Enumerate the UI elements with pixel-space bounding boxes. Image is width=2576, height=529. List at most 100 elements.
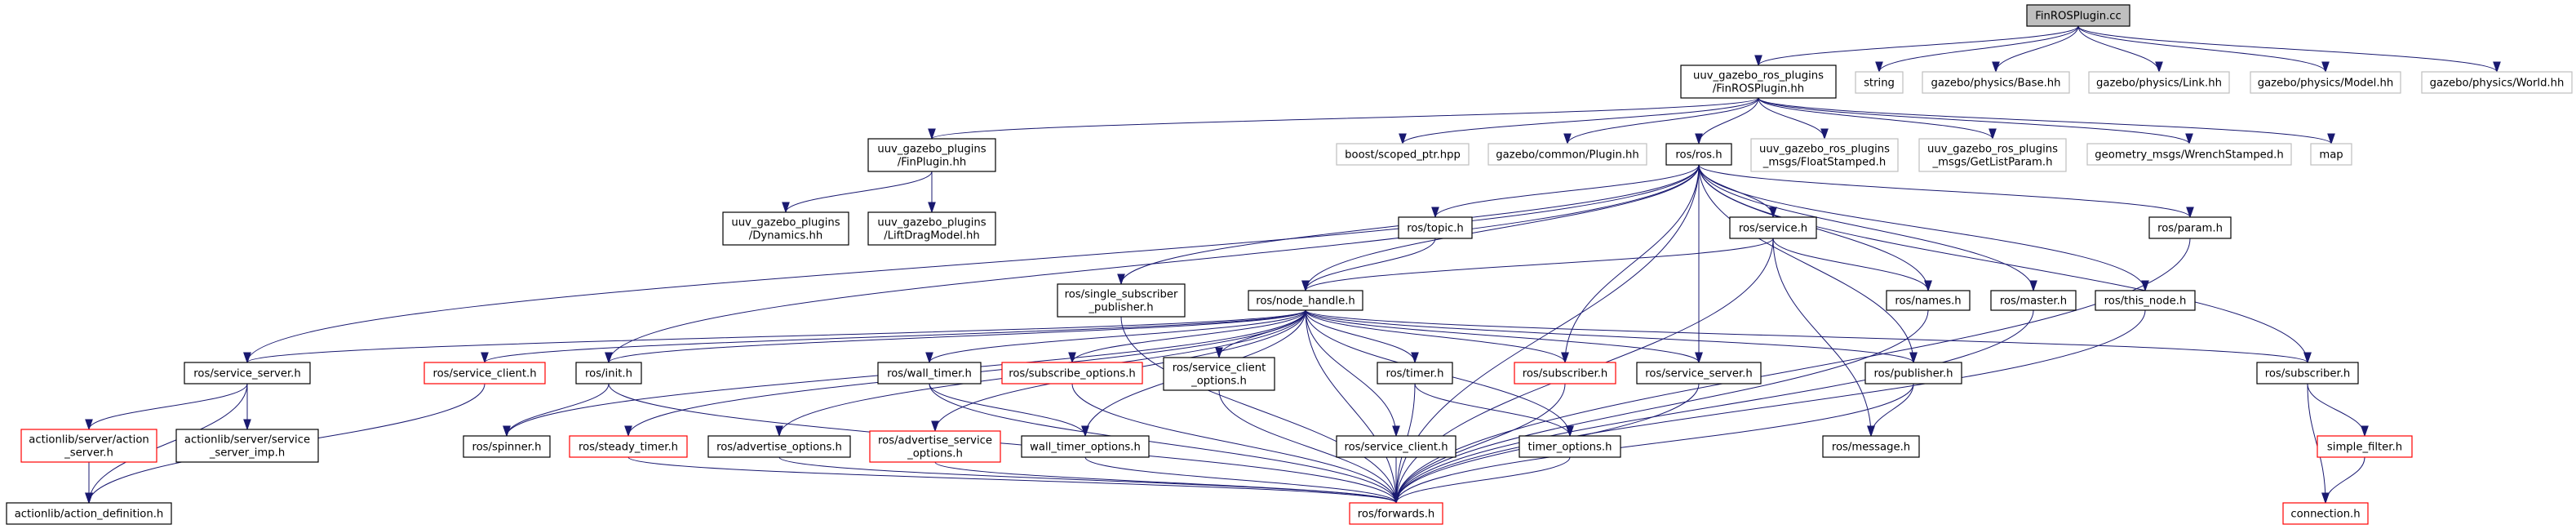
node-message[interactable]: ros/message.h (1822, 435, 1920, 458)
edge-servserverL-to-actiondef (85, 383, 248, 505)
node-string[interactable]: string (1855, 71, 1904, 94)
node-label: ros/wall_timer.h (887, 368, 972, 380)
node-walltimeropts[interactable]: wall_timer_options.h (1021, 435, 1150, 458)
edge-walltimer-to-walltimeropts (929, 383, 1089, 438)
node-label: ros/message.h (1832, 442, 1910, 454)
edge-hh-to-floatstamped (1758, 97, 1829, 140)
node-label: ros/init.h (585, 368, 632, 380)
node-servclientopts[interactable]: ros/service_client _options.h (1163, 357, 1275, 391)
node-boost[interactable]: boost/scoped_ptr.hpp (1336, 143, 1470, 166)
node-master[interactable]: ros/master.h (1990, 290, 2077, 311)
edge-cc-to-model (2077, 25, 2330, 73)
edge-rosh-to-param (1698, 164, 2194, 219)
node-singlesub[interactable]: ros/single_subscriber _publisher.h (1057, 283, 1186, 318)
edge-rosh-to-thisnode (1698, 164, 2149, 292)
node-simplefilter[interactable]: simple_filter.h (2317, 435, 2413, 458)
edge-steadytimer-to-forwards (627, 456, 1400, 505)
node-base[interactable]: gazebo/physics/Base.hh (1922, 71, 2070, 94)
node-box (1864, 362, 1962, 385)
node-servserverimp[interactable]: actionlib/server/service _server_imp.h (175, 429, 319, 463)
edge-service-to-names (1772, 238, 1932, 292)
node-servserverR[interactable]: ros/service_server.h (1636, 362, 1762, 385)
node-box (1057, 283, 1186, 318)
node-spinner[interactable]: ros/spinner.h (463, 435, 551, 458)
node-init[interactable]: ros/init.h (575, 362, 642, 385)
node-service[interactable]: ros/service.h (1729, 216, 1817, 239)
edge-hh-to-boost (1399, 97, 1759, 145)
node-thisnode[interactable]: ros/this_node.h (2095, 290, 2196, 311)
node-label: timer_options.h (1528, 442, 1612, 454)
node-box (1336, 435, 1456, 458)
node-box (1001, 362, 1143, 385)
node-label: ros/param.h (2157, 223, 2223, 235)
edge-rosh-to-publisher (1698, 164, 1918, 364)
node-names[interactable]: ros/names.h (1886, 290, 1971, 311)
node-rosh[interactable]: ros/ros.h (1665, 143, 1732, 166)
node-servserverL[interactable]: ros/service_server.h (184, 362, 311, 385)
node-dynamics[interactable]: uuv_gazebo_plugins/Dynamics.hh (722, 211, 849, 246)
edge-finplugin-to-dynamics (782, 171, 933, 214)
edge-init-to-spinner (503, 383, 610, 438)
edge-nodehandle-to-init (605, 309, 1306, 364)
node-hh[interactable]: uuv_gazebo_ros_plugins/FinROSPlugin.hh (1680, 64, 1837, 99)
node-param[interactable]: ros/param.h (2148, 216, 2232, 239)
node-servclientB[interactable]: ros/service_client.h (1336, 435, 1456, 458)
node-actionserver[interactable]: actionlib/server/action _server.h (20, 429, 157, 463)
node-advopts[interactable]: ros/advertise_options.h (707, 435, 851, 458)
node-wrench[interactable]: geometry_msgs/WrenchStamped.h (2086, 143, 2292, 166)
edge-rosh-to-servserverL (243, 164, 1700, 364)
edge-hh-to-plugin (1563, 97, 1759, 145)
node-label: ros/spinner.h (472, 442, 541, 454)
node-label: ros/publisher.h (1873, 368, 1953, 380)
node-box (1349, 502, 1443, 525)
node-label: gazebo/physics/Base.hh (1931, 78, 2060, 90)
node-box (1636, 362, 1762, 385)
node-topic[interactable]: ros/topic.h (1398, 216, 1473, 239)
node-publisher[interactable]: ros/publisher.h (1864, 362, 1962, 385)
node-box (1922, 71, 2070, 94)
node-subscriberR[interactable]: ros/subscriber.h (1514, 362, 1616, 385)
node-label: ros/service_client.h (1344, 442, 1448, 454)
node-servclientR[interactable]: ros/service_client.h (423, 362, 546, 385)
node-label: actionlib/server/action _server.h (29, 434, 149, 460)
node-timer[interactable]: ros/timer.h (1377, 362, 1453, 385)
node-link[interactable]: gazebo/physics/Link.hh (2088, 71, 2230, 94)
node-box (2148, 216, 2232, 239)
node-liftdrag[interactable]: uuv_gazebo_plugins/LiftDragModel.hh (867, 211, 996, 246)
node-box (1021, 435, 1150, 458)
node-floatstamped[interactable]: uuv_gazebo_ros_plugins _msgs/FloatStamped… (1750, 138, 1899, 172)
node-forwards[interactable]: ros/forwards.h (1349, 502, 1443, 525)
edge-rosh-to-nodehandle (1301, 164, 1700, 292)
node-subopts[interactable]: ros/subscribe_options.h (1001, 362, 1143, 385)
edge-rosh-to-master (1698, 164, 2037, 292)
node-world[interactable]: gazebo/physics/World.hh (2421, 71, 2573, 94)
node-advservopts[interactable]: ros/advertise_service _options.h (869, 430, 1001, 463)
node-box (2088, 71, 2230, 94)
node-box (1514, 362, 1616, 385)
node-label: uuv_gazebo_plugins/LiftDragModel.hh (877, 217, 986, 242)
node-nodehandle[interactable]: ros/node_handle.h (1248, 290, 1363, 311)
node-box (1886, 290, 1971, 311)
node-subscriberB[interactable]: ros/subscriber.h (2256, 362, 2359, 385)
node-plugin[interactable]: gazebo/common/Plugin.hh (1488, 143, 1647, 166)
node-actiondef[interactable]: actionlib/action_definition.h (6, 502, 172, 525)
node-label: actionlib/action_definition.h (15, 509, 164, 521)
node-timeropts[interactable]: timer_options.h (1519, 435, 1621, 458)
edge-rosh-to-subscriberR (1561, 164, 1700, 364)
node-box (423, 362, 546, 385)
node-map[interactable]: map (2310, 143, 2352, 166)
node-steadytimer[interactable]: ros/steady_timer.h (569, 435, 688, 458)
node-model[interactable]: gazebo/physics/Model.hh (2250, 71, 2401, 94)
node-connection[interactable]: connection.h (2282, 502, 2369, 525)
edge-singlesub-to-forwards (1120, 316, 1400, 505)
node-getlistparam[interactable]: uuv_gazebo_ros_plugins _msgs/GetListParam… (1918, 138, 2067, 172)
edge-subopts-to-forwards (1071, 383, 1400, 505)
node-label: ros/ros.h (1675, 149, 1722, 162)
node-label: ros/subscriber.h (1523, 368, 1608, 380)
node-cc[interactable]: FinROSPlugin.cc (2026, 4, 2130, 27)
edge-thisnode-to-forwards (1392, 309, 2146, 505)
node-box (2317, 435, 2413, 458)
node-walltimer[interactable]: ros/wall_timer.h (877, 362, 982, 385)
node-finplugin[interactable]: uuv_gazebo_plugins/FinPlugin.hh (867, 138, 996, 172)
edges-layer (85, 25, 2501, 505)
